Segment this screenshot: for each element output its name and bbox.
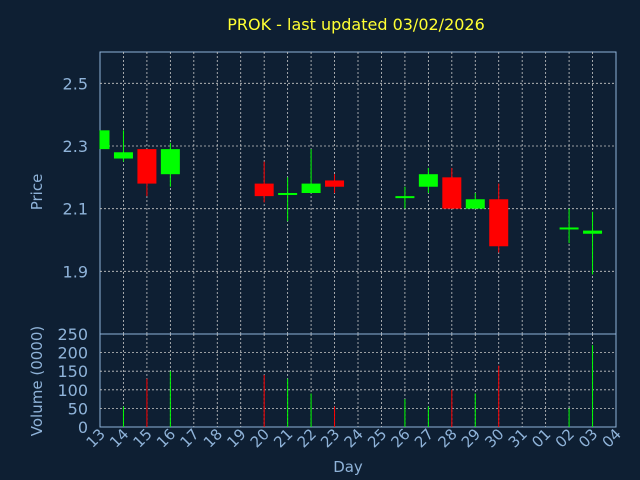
day-tick-labels: 1314151617181920212223242526272829303101… xyxy=(83,425,625,451)
candle xyxy=(137,149,157,197)
candle-body xyxy=(137,149,157,184)
candle xyxy=(559,208,579,244)
candle-body xyxy=(583,230,603,234)
candle-body xyxy=(559,227,579,230)
candle xyxy=(418,167,438,193)
candle xyxy=(301,149,321,193)
price-tick-label: 2.3 xyxy=(63,137,88,156)
candle-body xyxy=(160,149,180,175)
day-tick-label: 29 xyxy=(458,425,484,451)
day-tick-label: 19 xyxy=(223,425,249,451)
day-tick-label: 22 xyxy=(294,425,320,451)
candle xyxy=(278,177,298,222)
candle-body xyxy=(442,177,462,209)
candle xyxy=(113,130,133,162)
volume-axis-label: Volume (0000) xyxy=(28,326,46,436)
price-panel: 2.5 2.3 2.1 1.9 xyxy=(63,51,617,335)
price-tick-label: 2.1 xyxy=(63,200,88,219)
day-tick-label: 14 xyxy=(106,425,132,451)
candle xyxy=(160,142,180,187)
candle xyxy=(395,186,415,209)
volume-tick-label: 150 xyxy=(57,362,88,381)
volume-tick-label: 50 xyxy=(68,399,88,418)
day-tick-label: 27 xyxy=(411,425,437,451)
candle xyxy=(325,174,345,193)
day-tick-label: 04 xyxy=(599,425,625,451)
day-tick-label: 01 xyxy=(528,425,554,451)
day-tick-label: 21 xyxy=(270,425,296,451)
day-tick-label: 28 xyxy=(434,425,460,451)
price-tick-label: 2.5 xyxy=(63,74,88,93)
day-tick-label: 20 xyxy=(247,425,273,451)
day-tick-label: 25 xyxy=(364,425,390,451)
volume-tick-label: 250 xyxy=(57,325,88,344)
volume-tick-label: 200 xyxy=(57,344,88,363)
candle-body xyxy=(465,199,485,209)
chart-title: PROK - last updated 03/02/2026 xyxy=(227,15,485,34)
candle xyxy=(583,211,603,275)
price-axis-label: Price xyxy=(28,174,46,211)
day-tick-label: 03 xyxy=(575,425,601,451)
candle-body xyxy=(301,183,321,193)
day-tick-label: 31 xyxy=(505,425,531,451)
candle xyxy=(99,130,110,150)
candle xyxy=(489,183,509,253)
price-tick-label: 1.9 xyxy=(63,262,88,281)
day-axis-label: Day xyxy=(333,458,363,476)
candle xyxy=(254,161,274,203)
day-tick-label: 17 xyxy=(176,425,202,451)
day-tick-label: 18 xyxy=(200,425,226,451)
day-tick-label: 23 xyxy=(317,425,343,451)
candle-body xyxy=(278,193,298,195)
day-tick-label: 02 xyxy=(552,425,578,451)
candle xyxy=(442,167,462,209)
day-tick-label: 16 xyxy=(153,425,179,451)
day-tick-label: 30 xyxy=(481,425,507,451)
candle-body xyxy=(395,196,415,199)
volume-tick-label: 100 xyxy=(57,381,88,400)
candle-body xyxy=(418,174,438,187)
candle-body xyxy=(113,152,133,159)
day-tick-label: 24 xyxy=(341,425,367,451)
candle xyxy=(465,193,485,209)
day-tick-label: 26 xyxy=(388,425,414,451)
candle-body xyxy=(100,130,110,150)
candle-body xyxy=(489,199,509,247)
candle-body xyxy=(254,183,274,197)
day-tick-label: 15 xyxy=(130,425,156,451)
volume-tick-label: 0 xyxy=(78,418,88,437)
candle-body xyxy=(325,180,345,187)
